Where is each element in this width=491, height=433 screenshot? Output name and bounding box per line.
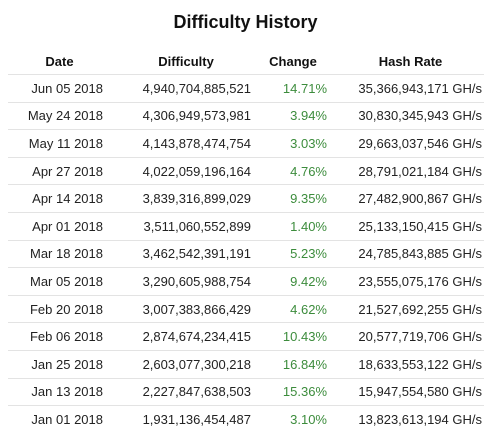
difficulty-cell: 3,290,605,988,754 xyxy=(105,267,253,296)
table-row: Jan 13 2018 2,227,847,638,503 15.36% 15,947… xyxy=(8,377,484,406)
change-cell: 5.23% xyxy=(253,239,333,268)
difficulty-cell: 4,306,949,573,981 xyxy=(105,101,253,130)
column-header-date: Date xyxy=(45,53,74,69)
change-cell: 10.43% xyxy=(253,322,333,351)
hash-rate-cell: 21,527,692,255 GH/s xyxy=(333,294,484,323)
table-row: Jun 05 2018 4,940,704,885,521 14.71% 35,366… xyxy=(8,74,484,103)
table-row: Feb 20 2018 3,007,383,866,429 4.62% 21,527,… xyxy=(8,294,484,323)
change-cell: 3.03% xyxy=(253,129,333,158)
date-cell: Jan 25 2018 xyxy=(8,349,105,379)
table-row: Feb 06 2018 2,874,674,234,415 10.43% 20,577… xyxy=(8,322,484,351)
hash-rate-cell: 25,133,150,415 GH/s xyxy=(333,211,484,241)
table-row: Mar 05 2018 3,290,605,988,754 9.42% 23,555,… xyxy=(8,267,484,296)
hash-rate-cell: 35,366,943,171 GH/s xyxy=(333,74,484,103)
table-header: Date Difficulty Change Hash Rate xyxy=(8,48,484,75)
header-row: Date Difficulty Change Hash Rate xyxy=(8,48,484,75)
date-cell: May 24 2018 xyxy=(8,101,105,130)
table-row: May 11 2018 4,143,878,474,754 3.03% 29,663,… xyxy=(8,129,484,158)
change-cell: 4.76% xyxy=(253,156,333,185)
date-cell: Feb 20 2018 xyxy=(8,294,105,323)
table-row: Apr 14 2018 3,839,316,899,029 9.35% 27,482,… xyxy=(8,184,484,213)
date-cell: Apr 14 2018 xyxy=(8,184,105,213)
hash-rate-cell: 27,482,900,867 GH/s xyxy=(333,184,484,213)
difficulty-history-panel: Difficulty History Date Difficulty Chang… xyxy=(8,12,484,433)
hash-rate-cell: 23,555,075,176 GH/s xyxy=(333,267,484,296)
hash-rate-cell: 30,830,345,943 GH/s xyxy=(333,101,484,130)
change-cell: 9.42% xyxy=(253,267,333,296)
date-cell: Mar 18 2018 xyxy=(8,239,105,268)
difficulty-cell: 3,007,383,866,429 xyxy=(105,294,253,323)
hash-rate-cell: 20,577,719,706 GH/s xyxy=(333,322,484,351)
date-cell: Feb 06 2018 xyxy=(8,322,105,351)
difficulty-cell: 3,839,316,899,029 xyxy=(105,184,253,213)
date-cell: May 11 2018 xyxy=(8,129,105,158)
table-row: May 24 2018 4,306,949,573,981 3.94% 30,830,… xyxy=(8,101,484,130)
hash-rate-cell: 24,785,843,885 GH/s xyxy=(333,239,484,268)
difficulty-cell: 2,603,077,300,218 xyxy=(105,349,253,379)
date-cell: Mar 05 2018 xyxy=(8,267,105,296)
difficulty-cell: 2,874,674,234,415 xyxy=(105,322,253,351)
hash-rate-cell: 28,791,021,184 GH/s xyxy=(333,156,484,185)
table-body: Jun 05 2018 4,940,704,885,521 14.71% 35,366… xyxy=(8,74,484,433)
change-cell: 16.84% xyxy=(253,349,333,379)
date-cell: Jun 05 2018 xyxy=(8,74,105,103)
table-row: Jan 01 2018 1,931,136,454,487 3.10% 13,823,… xyxy=(8,405,484,433)
date-cell: Jan 01 2018 xyxy=(8,405,105,433)
date-cell: Jan 13 2018 xyxy=(8,377,105,406)
difficulty-cell: 3,462,542,391,191 xyxy=(105,239,253,268)
hash-rate-cell: 29,663,037,546 GH/s xyxy=(333,129,484,158)
table-row: Apr 01 2018 3,511,060,552,899 1.40% 25,133,… xyxy=(8,211,484,241)
change-cell: 14.71% xyxy=(253,74,333,103)
change-cell: 4.62% xyxy=(253,294,333,323)
change-cell: 3.94% xyxy=(253,101,333,130)
hash-rate-cell: 15,947,554,580 GH/s xyxy=(333,377,484,406)
difficulty-cell: 3,511,060,552,899 xyxy=(105,211,253,241)
hash-rate-cell: 18,633,553,122 GH/s xyxy=(333,349,484,379)
difficulty-cell: 4,143,878,474,754 xyxy=(105,129,253,158)
page-title: Difficulty History xyxy=(173,12,318,32)
table-row: Jan 25 2018 2,603,077,300,218 16.84% 18,633… xyxy=(8,349,484,379)
difficulty-cell: 4,022,059,196,164 xyxy=(105,156,253,185)
change-cell: 1.40% xyxy=(253,211,333,241)
column-header-difficulty: Difficulty xyxy=(158,53,214,69)
date-cell: Apr 01 2018 xyxy=(8,211,105,241)
hash-rate-cell: 13,823,613,194 GH/s xyxy=(333,405,484,433)
date-cell: Apr 27 2018 xyxy=(8,156,105,185)
difficulty-cell: 1,931,136,454,487 xyxy=(105,405,253,433)
change-cell: 15.36% xyxy=(253,377,333,406)
change-cell: 3.10% xyxy=(253,405,333,433)
column-header-hash-rate: Hash Rate xyxy=(378,53,443,69)
difficulty-cell: 2,227,847,638,503 xyxy=(105,377,253,406)
table-row: Apr 27 2018 4,022,059,196,164 4.76% 28,791,… xyxy=(8,156,484,185)
difficulty-history-table: Date Difficulty Change Hash Rate Jun 05 … xyxy=(8,48,484,433)
difficulty-cell: 4,940,704,885,521 xyxy=(105,74,253,103)
column-header-change: Change xyxy=(269,53,317,69)
change-cell: 9.35% xyxy=(253,184,333,213)
table-row: Mar 18 2018 3,462,542,391,191 5.23% 24,785,… xyxy=(8,239,484,268)
